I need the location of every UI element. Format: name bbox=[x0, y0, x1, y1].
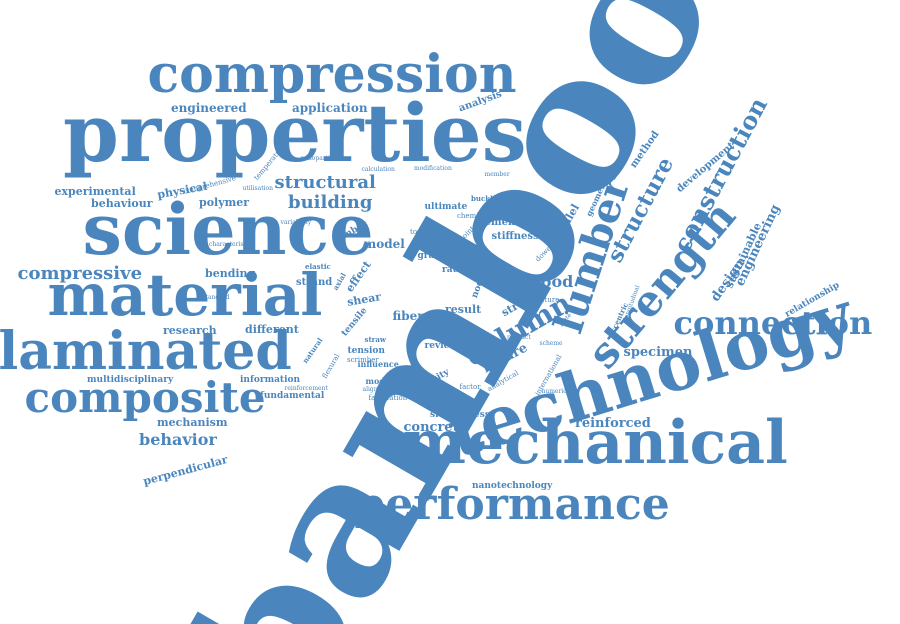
cloud-word: connection bbox=[673, 304, 873, 342]
cloud-word: model bbox=[363, 237, 405, 251]
cloud-word: reinforcement bbox=[284, 385, 328, 392]
cloud-word: performance bbox=[354, 479, 670, 530]
cloud-word: behaviour bbox=[91, 196, 153, 210]
cloud-word: topic bbox=[410, 227, 428, 236]
cloud-word: factor bbox=[459, 382, 481, 391]
cloud-word: scheme bbox=[539, 340, 563, 347]
cloud-word: member bbox=[484, 171, 510, 178]
cloud-word: glubam bbox=[457, 330, 481, 337]
cloud-word: properties bbox=[63, 86, 527, 180]
cloud-word: stiffness bbox=[491, 231, 539, 242]
cloud-word: grain bbox=[417, 250, 445, 261]
cloud-word: bending bbox=[205, 266, 256, 280]
cloud-word: science bbox=[82, 188, 374, 271]
cloud-word: behavior bbox=[139, 430, 217, 449]
cloud-word: fiber bbox=[392, 309, 424, 323]
cloud-word: scrimber bbox=[347, 355, 379, 364]
cloud-word: reinforced bbox=[575, 415, 651, 431]
cloud-word: element bbox=[474, 217, 520, 228]
cloud-word: composite bbox=[24, 373, 266, 422]
cloud-word: mechanism bbox=[157, 415, 228, 429]
cloud-word: variability bbox=[280, 219, 312, 226]
cloud-word: laminated bbox=[0, 321, 292, 382]
cloud-word: information bbox=[240, 374, 301, 385]
cloud-word: calculation bbox=[361, 166, 395, 173]
cloud-word: elastic bbox=[305, 261, 331, 271]
cloud-word: specimen bbox=[623, 344, 693, 360]
cloud-word: application bbox=[292, 101, 368, 115]
cloud-word: characteristic bbox=[209, 241, 252, 248]
cloud-word: material bbox=[47, 261, 323, 329]
cloud-word: compressive bbox=[17, 263, 143, 284]
cloud-word: ultimate bbox=[424, 201, 468, 212]
cloud-word: result bbox=[445, 302, 482, 316]
cloud-word: standard bbox=[202, 294, 230, 301]
cloud-word: strand bbox=[296, 277, 333, 288]
cloud-word: modelling bbox=[365, 376, 411, 386]
cloud-word: perpendicular bbox=[141, 452, 229, 488]
cloud-word: nanotechnology bbox=[472, 480, 553, 491]
cloud-word: engineered bbox=[171, 101, 247, 115]
cloud-word: fracture bbox=[530, 295, 560, 304]
cloud-word: compression bbox=[147, 44, 517, 105]
cloud-word: review bbox=[424, 340, 458, 351]
cloud-word: modification bbox=[414, 165, 452, 172]
cloud-word: fundamental bbox=[260, 390, 325, 401]
cloud-word: building bbox=[288, 192, 373, 213]
cloud-word: tension bbox=[347, 345, 385, 356]
cloud-word: chemical bbox=[457, 211, 489, 220]
cloud-word: research bbox=[163, 323, 217, 337]
cloud-word: nanoparticles bbox=[300, 155, 342, 162]
cloud-word: mechanical bbox=[402, 408, 788, 478]
cloud-word: paper bbox=[422, 325, 455, 336]
cloud-word: influence bbox=[357, 359, 399, 369]
cloud-word: experimental bbox=[54, 184, 136, 198]
cloud-word: ratio bbox=[442, 264, 467, 275]
cloud-word: wood bbox=[527, 272, 574, 291]
cloud-word: multidisciplinary bbox=[87, 374, 174, 385]
cloud-word: product bbox=[507, 334, 531, 341]
cloud-word: utilisation bbox=[242, 185, 274, 192]
cloud-word: different bbox=[245, 322, 299, 336]
cloud-word: straw bbox=[364, 334, 386, 344]
cloud-word: fabrication bbox=[368, 393, 408, 402]
cloud-word: study bbox=[416, 318, 436, 327]
cloud-word: alignment bbox=[362, 386, 394, 393]
cloud-word: concrete bbox=[403, 419, 467, 435]
cloud-word: buckling bbox=[471, 193, 506, 203]
cloud-word: polymer bbox=[199, 195, 250, 209]
cloud-word: structural bbox=[274, 172, 376, 193]
cloud-word: numerical bbox=[541, 388, 573, 395]
cloud-word: slenderness bbox=[430, 409, 490, 420]
